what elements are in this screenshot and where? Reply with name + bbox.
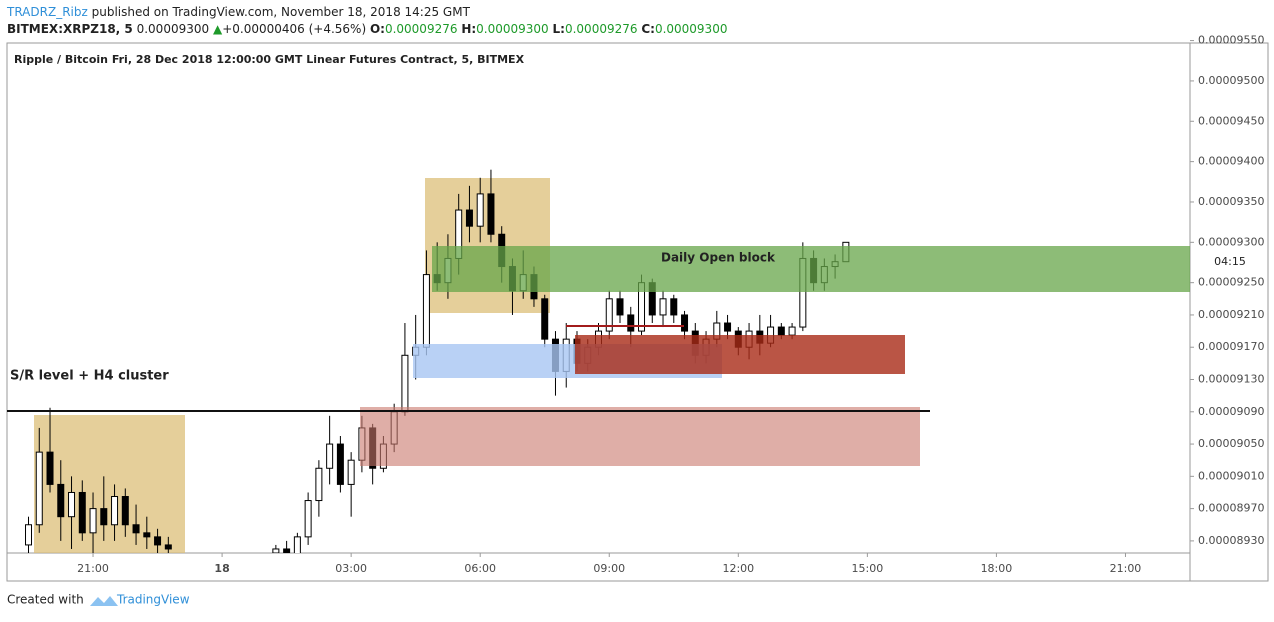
zone [432,246,1190,292]
ohlc-label: C: [641,22,655,36]
candle-body [326,443,334,469]
chart-title: Ripple / Bitcoin Fri, 28 Dec 2018 12:00:… [14,53,525,66]
y-tick-label: 0.00009500 [1198,74,1264,87]
candle-body [132,524,140,534]
x-tick-label: 03:00 [335,562,367,575]
candle-body [476,193,484,227]
candle-body [336,443,344,485]
zone [34,415,185,553]
x-tick-label: 15:00 [852,562,884,575]
candle-body [164,544,172,550]
candle-body [422,274,430,348]
ohlc-value: 0.00009300 [476,22,549,36]
candle-body [724,322,732,332]
candle-body [315,467,323,502]
y-tick-label: 0.00009550 [1198,34,1264,47]
candle-body [100,508,108,526]
ohlc-label: L: [553,22,565,36]
candle-body [616,298,624,316]
candle-body [465,209,473,227]
zone [575,335,905,374]
x-tick-label: 18:00 [981,562,1013,575]
created-with: Created with [7,593,84,607]
published: published on TradingView.com, November 1… [92,5,471,19]
candle-body [68,491,76,518]
candle-body [487,193,495,235]
y-tick-label: 0.00008930 [1198,534,1264,547]
candle-body [46,451,54,485]
x-tick-label: 18 [214,562,229,575]
logo [90,596,118,606]
candle-body [25,524,33,546]
candle-body [605,298,613,332]
y-tick-label: 0.00009450 [1198,114,1264,127]
candle-body [401,354,409,413]
last: 0.00009300 [137,22,210,36]
shapes [7,246,1190,466]
change: +0.00000406 (+4.56%) [222,22,366,36]
candle-body [121,496,129,526]
y-tick-label: 0.00009210 [1198,308,1264,321]
candle-body [670,298,678,316]
candle-body [777,326,785,336]
y-tick-label: 0.00009250 [1198,276,1264,289]
y-tick-label: 0.00009010 [1198,469,1264,482]
countdown: 04:15 [1214,255,1246,268]
ohlc-label: H: [461,22,476,36]
candle-body [57,483,65,518]
brand-link[interactable]: TradingView [116,593,190,607]
y-tick-label: 0.00009300 [1198,235,1264,248]
candle-body [78,491,86,534]
candle-body [272,548,280,553]
publisher[interactable]: TRADRZ_Ribz [6,5,88,19]
y-tick-label: 0.00008970 [1198,502,1264,515]
candle-body [154,536,162,546]
candle-body [659,298,667,316]
candle-body [111,496,119,526]
ohlc-value: 0.00009276 [385,22,458,36]
y-tick-label: 0.00009050 [1198,437,1264,450]
candle-body [304,500,312,538]
zone [360,407,920,466]
ohlc-label: O: [370,22,385,36]
ohlc-value: 0.00009276 [565,22,638,36]
annotation: S/R level + H4 cluster [10,369,169,384]
x-tick-label: 06:00 [464,562,496,575]
arrow: ▲ [213,22,223,36]
x-tick-label: 21:00 [77,562,109,575]
chart-frame [6,42,1269,582]
candle-body [89,508,97,534]
candle-body [788,326,796,336]
candle-body [347,459,355,485]
y-tick-label: 0.00009130 [1198,373,1264,386]
candle-body [293,536,301,553]
symbol-line: BITMEX:XRPZ18, 5 0.00009300 ▲+0.00000406… [7,22,727,36]
ohlc-value: 0.00009300 [655,22,728,36]
x-tick-label: 12:00 [722,562,754,575]
candle-body [541,298,549,340]
candle-body [35,451,43,526]
x-tick-label: 09:00 [593,562,625,575]
y-tick-label: 0.00009170 [1198,340,1264,353]
symbol: BITMEX:XRPZ18, 5 [7,22,133,36]
y-tick-label: 0.00009400 [1198,155,1264,168]
candle-body [283,548,291,553]
candle-body [627,314,635,332]
candle-body [681,314,689,332]
header-line: TRADRZ_Ribz published on TradingView.com… [6,5,471,19]
y-tick-label: 0.00009090 [1198,405,1264,418]
candle-body [143,532,151,538]
annotation: Daily Open block [661,251,776,265]
y-tick-label: 0.00009350 [1198,195,1264,208]
x-tick-label: 21:00 [1110,562,1142,575]
